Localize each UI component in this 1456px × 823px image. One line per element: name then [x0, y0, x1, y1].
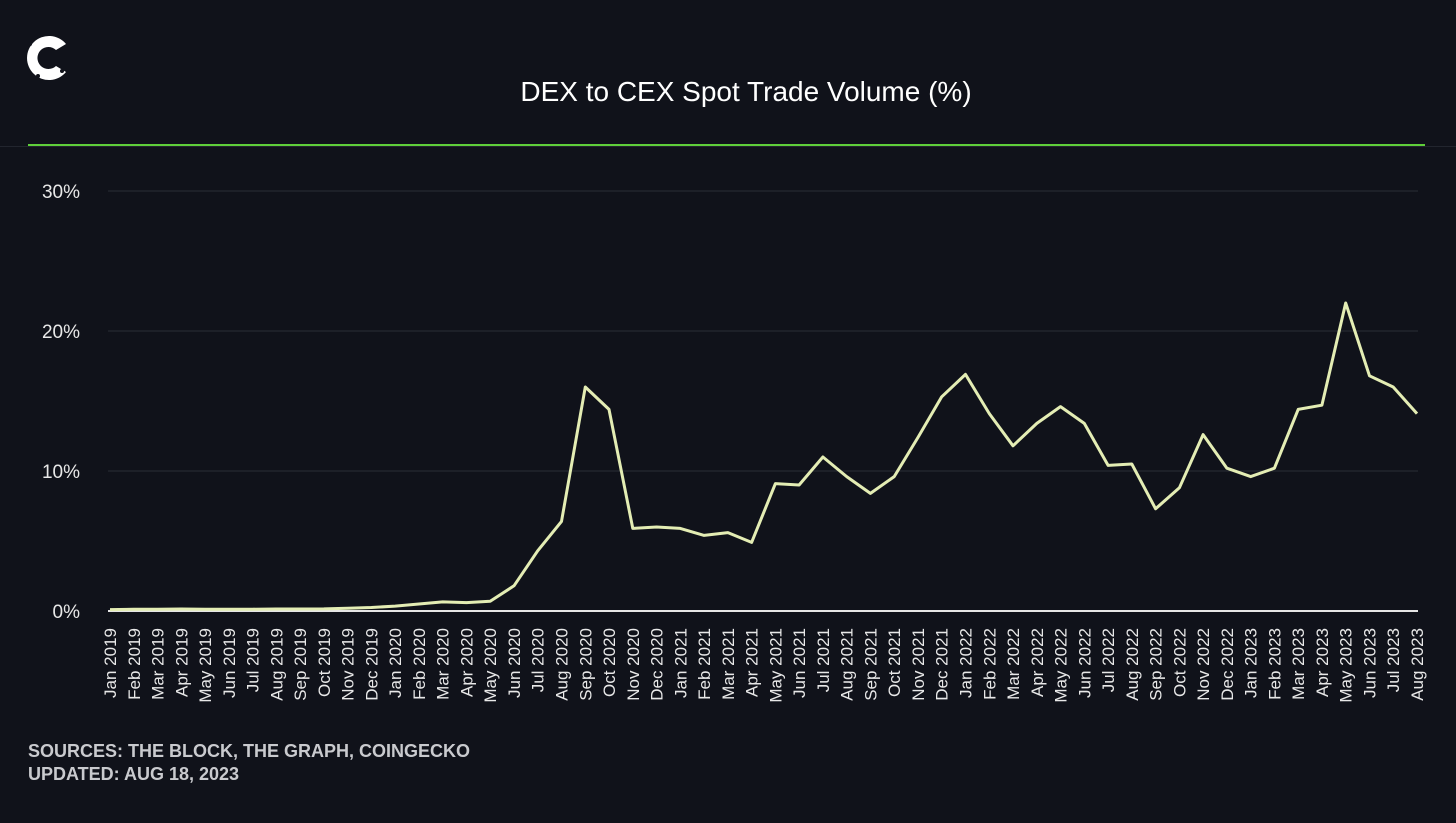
- x-tick-label: Feb 2023: [1265, 628, 1284, 700]
- x-tick-label: Jun 2022: [1075, 628, 1094, 698]
- x-tick-label: Feb 2022: [980, 628, 999, 700]
- logo-icon: [27, 36, 66, 80]
- x-tick-label: Jul 2022: [1099, 628, 1118, 692]
- sources-text: SOURCES: THE BLOCK, THE GRAPH, COINGECKO: [28, 741, 471, 761]
- x-tick-label: Apr 2020: [457, 628, 476, 697]
- x-tick-label: Aug 2020: [553, 628, 572, 701]
- footer: SOURCES: THE BLOCK, THE GRAPH, COINGECKO…: [28, 740, 470, 786]
- x-tick-label: Aug 2019: [267, 628, 286, 701]
- x-tick-label: Nov 2020: [624, 628, 643, 701]
- x-tick-label: Jul 2020: [529, 628, 548, 692]
- x-tick-label: Oct 2022: [1170, 628, 1189, 697]
- x-tick-label: Jun 2019: [220, 628, 239, 698]
- x-tick-label: Nov 2021: [909, 628, 928, 701]
- x-tick-label: Jan 2021: [671, 628, 690, 698]
- x-tick-label: Apr 2019: [172, 628, 191, 697]
- y-tick-label: 30%: [42, 182, 80, 203]
- x-tick-label: Jan 2022: [956, 628, 975, 698]
- y-tick-label: 10%: [42, 462, 80, 483]
- y-tick-label: 20%: [42, 322, 80, 343]
- x-tick-label: Oct 2021: [885, 628, 904, 697]
- x-tick-label: Oct 2020: [600, 628, 619, 697]
- x-tick-label: Jun 2021: [790, 628, 809, 698]
- x-tick-label: Sep 2020: [576, 628, 595, 701]
- x-tick-label: Dec 2019: [362, 628, 381, 701]
- header-divider: [0, 146, 1456, 147]
- x-tick-label: Feb 2021: [695, 628, 714, 700]
- x-tick-label: Aug 2022: [1123, 628, 1142, 701]
- x-tick-label: Sep 2019: [291, 628, 310, 701]
- x-tick-label: Mar 2020: [434, 628, 453, 700]
- x-tick-label: Dec 2020: [648, 628, 667, 701]
- x-tick-label: Nov 2022: [1194, 628, 1213, 701]
- x-tick-label: Mar 2023: [1289, 628, 1308, 700]
- x-tick-label: Apr 2022: [1028, 628, 1047, 697]
- x-tick-label: May 2020: [481, 628, 500, 703]
- x-tick-label: Jul 2021: [814, 628, 833, 692]
- x-tick-label: Sep 2022: [1147, 628, 1166, 701]
- x-tick-label: May 2019: [196, 628, 215, 703]
- x-tick-label: Oct 2019: [315, 628, 334, 697]
- chart-title: DEX to CEX Spot Trade Volume (%): [520, 76, 972, 107]
- x-tick-label: Aug 2021: [838, 628, 857, 701]
- x-tick-label: Jan 2019: [101, 628, 120, 698]
- x-tick-label: May 2022: [1052, 628, 1071, 703]
- x-tick-label: Mar 2019: [149, 628, 168, 700]
- x-tick-label: Dec 2021: [933, 628, 952, 701]
- data-series-line: [109, 301, 1419, 612]
- x-tick-label: May 2023: [1337, 628, 1356, 703]
- x-tick-label: Jun 2023: [1360, 628, 1379, 698]
- x-tick-label: Jul 2019: [244, 628, 263, 692]
- accent-line: [28, 144, 1425, 146]
- x-tick-label: Jan 2023: [1242, 628, 1261, 698]
- x-tick-label: Nov 2019: [339, 628, 358, 701]
- y-tick-label: 0%: [53, 602, 81, 623]
- x-tick-label: Jun 2020: [505, 628, 524, 698]
- x-tick-label: Feb 2020: [410, 628, 429, 700]
- x-tick-label: May 2021: [766, 628, 785, 703]
- x-tick-label: Apr 2021: [743, 628, 762, 697]
- x-tick-label: Mar 2022: [1004, 628, 1023, 700]
- x-tick-label: Jul 2023: [1384, 628, 1403, 692]
- x-tick-label: Dec 2022: [1218, 628, 1237, 701]
- x-tick-label: Jan 2020: [386, 628, 405, 698]
- x-tick-label: Sep 2021: [861, 628, 880, 701]
- x-tick-label: Mar 2021: [719, 628, 738, 700]
- x-tick-label: Aug 2023: [1408, 628, 1427, 701]
- x-tick-label: Apr 2023: [1313, 628, 1332, 697]
- x-tick-label: Feb 2019: [125, 628, 144, 700]
- updated-text: UPDATED: AUG 18, 2023: [28, 764, 240, 784]
